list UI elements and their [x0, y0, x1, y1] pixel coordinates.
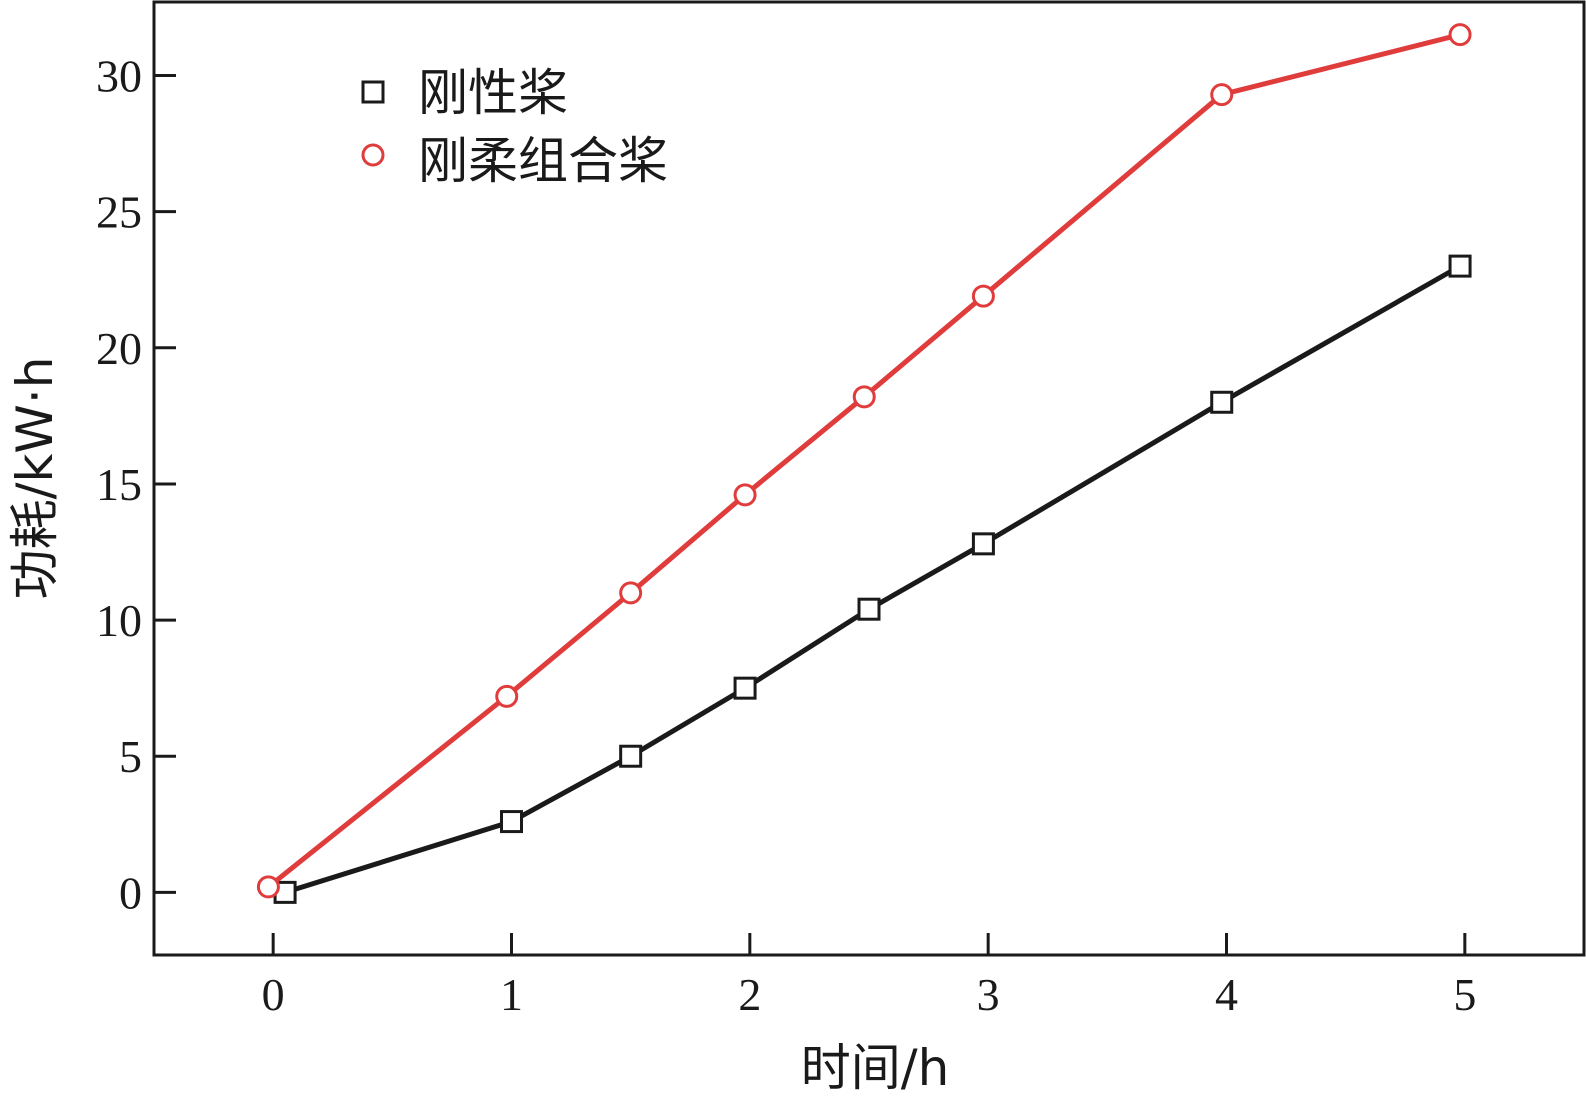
y-tick-label: 25 — [96, 187, 142, 238]
x-tick-label: 4 — [1215, 969, 1238, 1020]
legend-marker-rigid — [361, 80, 385, 104]
data-point-circle — [1210, 83, 1234, 107]
y-axis-ticks: 0 5 10 15 20 25 30 — [96, 51, 176, 918]
y-tick-label: 15 — [96, 459, 142, 510]
data-point-square — [857, 597, 881, 621]
data-point-square — [733, 676, 757, 700]
y-tick-label: 5 — [119, 731, 142, 782]
data-point-circle — [619, 581, 643, 605]
legend-label-rigid: 刚性桨 — [418, 64, 568, 122]
data-point-circle — [852, 385, 876, 409]
series-rigid-flexible — [256, 23, 1472, 899]
series-rigid — [273, 254, 1472, 904]
x-tick-label: 2 — [738, 969, 761, 1020]
x-tick-label: 0 — [262, 969, 285, 1020]
data-point-circle — [733, 483, 757, 507]
data-point-circle — [256, 875, 280, 899]
x-axis-title: 时间/h — [801, 1039, 950, 1097]
data-point-square — [971, 532, 995, 556]
plot-frame — [152, 0, 1586, 957]
x-tick-label: 3 — [977, 969, 1000, 1020]
y-tick-label: 10 — [96, 595, 142, 646]
data-point-circle — [971, 284, 995, 308]
data-point-square — [1448, 254, 1472, 278]
y-tick-label: 20 — [96, 323, 142, 374]
x-axis-ticks: 0 1 2 3 4 5 — [262, 933, 1476, 1020]
x-tick-label: 5 — [1453, 969, 1476, 1020]
legend-label-rigid-flexible: 刚柔组合桨 — [418, 132, 668, 190]
legend: 刚性桨 刚柔组合桨 — [361, 64, 668, 190]
y-tick-label: 0 — [119, 867, 142, 918]
data-point-square — [1210, 390, 1234, 414]
data-point-square — [619, 744, 643, 768]
legend-marker-rigid-flexible — [361, 143, 385, 167]
series-layer — [256, 23, 1472, 904]
data-point-circle — [1448, 23, 1472, 47]
series-line — [266, 32, 1461, 889]
x-tick-label: 1 — [500, 969, 523, 1020]
data-point-square — [500, 810, 523, 834]
data-point-circle — [495, 684, 519, 708]
y-axis-title: 功耗/kW·h — [6, 357, 64, 600]
y-tick-label: 30 — [96, 51, 142, 102]
series-line — [284, 263, 1462, 895]
